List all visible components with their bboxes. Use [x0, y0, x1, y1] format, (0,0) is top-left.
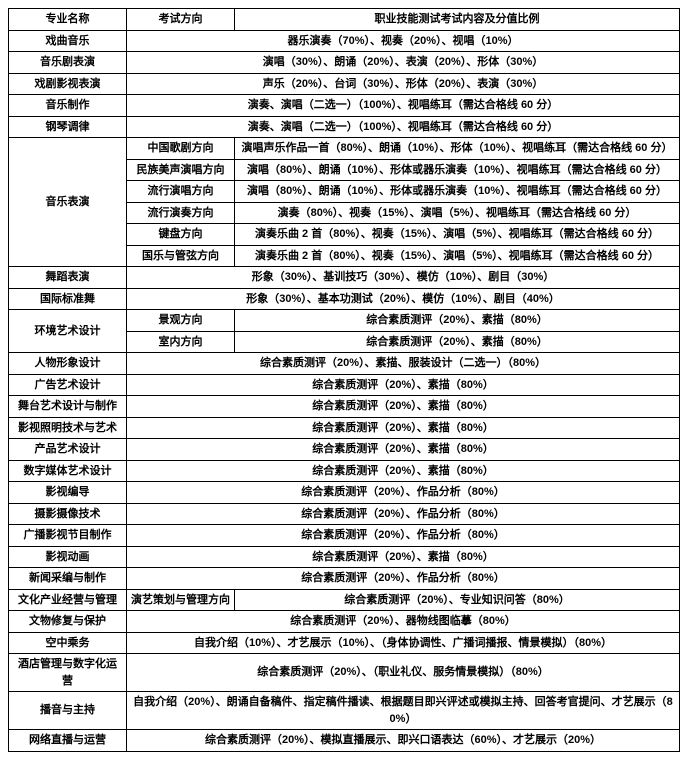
cell-content: 声乐（20%）、台词（30%）、形体（20%）、表演（30%） [127, 73, 680, 95]
table-row: 影视编导综合素质测评（20%）、作品分析（80%） [9, 482, 680, 504]
cell-direction: 民族美声演唱方向 [127, 159, 235, 181]
table-row: 戏剧影视表演声乐（20%）、台词（30%）、形体（20%）、表演（30%） [9, 73, 680, 95]
cell-major: 文物修复与保护 [9, 611, 127, 633]
table-row: 舞台艺术设计与制作综合素质测评（20%）、素描（80%） [9, 396, 680, 418]
table-row: 影视动画综合素质测评（20%）、素描（80%） [9, 546, 680, 568]
cell-content: 自我介绍（20%）、朗诵自备稿件、指定稿件播读、根据题目即兴评述或模拟主持、回答… [127, 692, 680, 730]
cell-content: 演唱（30%）、朗诵（20%）、表演（20%）、形体（30%） [127, 52, 680, 74]
header-major: 专业名称 [9, 9, 127, 31]
cell-major: 音乐表演 [9, 138, 127, 267]
table-row: 产品艺术设计综合素质测评（20%）、素描（80%） [9, 439, 680, 461]
table-row: 文物修复与保护综合素质测评（20%）、器物线图临摹（80%） [9, 611, 680, 633]
cell-content: 综合素质测评（20%）、作品分析（80%） [127, 525, 680, 547]
cell-major: 国际标准舞 [9, 288, 127, 310]
cell-direction: 演艺策划与管理方向 [127, 589, 235, 611]
cell-content: 演唱（80%）、朗诵（10%）、形体或器乐演奏（10%）、视唱练耳（需达合格线 … [235, 159, 680, 181]
table-row: 广播影视节目制作综合素质测评（20%）、作品分析（80%） [9, 525, 680, 547]
table-row: 舞蹈表演形象（30%）、基训技巧（30%）、模仿（10%）、剧目（30%） [9, 267, 680, 289]
cell-content: 器乐演奏（70%）、视奏（20%）、视唱（10%） [127, 30, 680, 52]
cell-content: 综合素质测评（20%）、素描（80%） [127, 374, 680, 396]
cell-content: 综合素质测评（20%）、专业知识问答（80%） [235, 589, 680, 611]
cell-content: 综合素质测评（20%）、素描（80%） [127, 546, 680, 568]
cell-content: 自我介绍（10%）、才艺展示（10%）、（身体协调性、广播词播报、情景模拟）（8… [127, 632, 680, 654]
cell-major: 数字媒体艺术设计 [9, 460, 127, 482]
table-row: 文化产业经营与管理演艺策划与管理方向综合素质测评（20%）、专业知识问答（80%… [9, 589, 680, 611]
table-row: 戏曲音乐器乐演奏（70%）、视奏（20%）、视唱（10%） [9, 30, 680, 52]
table-row: 环境艺术设计景观方向综合素质测评（20%）、素描（80%） [9, 310, 680, 332]
cell-major: 文化产业经营与管理 [9, 589, 127, 611]
cell-major: 新闻采编与制作 [9, 568, 127, 590]
cell-direction: 室内方向 [127, 331, 235, 353]
cell-major: 舞蹈表演 [9, 267, 127, 289]
cell-major: 钢琴调律 [9, 116, 127, 138]
table-row: 酒店管理与数字化运营综合素质测评（20%）、（职业礼仪、服务情景模拟）（80%） [9, 654, 680, 692]
table-row: 广告艺术设计综合素质测评（20%）、素描（80%） [9, 374, 680, 396]
cell-content: 综合素质测评（20%）、素描（80%） [127, 439, 680, 461]
cell-major: 人物形象设计 [9, 353, 127, 375]
cell-content: 演奏、演唱（二选一）（100%）、视唱练耳（需达合格线 60 分） [127, 95, 680, 117]
cell-major: 摄影摄像技术 [9, 503, 127, 525]
table-row: 网络直播与运营综合素质测评（20%）、模拟直播展示、即兴口语表达（60%）、才艺… [9, 730, 680, 752]
cell-major: 广播影视节目制作 [9, 525, 127, 547]
table-row: 音乐剧表演演唱（30%）、朗诵（20%）、表演（20%）、形体（30%） [9, 52, 680, 74]
cell-content: 形象（30%）、基本功测试（20%）、模仿（10%）、剧目（40%） [127, 288, 680, 310]
cell-major: 广告艺术设计 [9, 374, 127, 396]
table-row: 影视照明技术与艺术综合素质测评（20%）、素描（80%） [9, 417, 680, 439]
cell-content: 综合素质测评（20%）、模拟直播展示、即兴口语表达（60%）、才艺展示（20%） [127, 730, 680, 752]
cell-major: 音乐制作 [9, 95, 127, 117]
cell-content: 演奏乐曲 2 首（80%）、视奏（15%）、演唱（5%）、视唱练耳（需达合格线 … [235, 224, 680, 246]
table-row: 空中乘务自我介绍（10%）、才艺展示（10%）、（身体协调性、广播词播报、情景模… [9, 632, 680, 654]
table-row: 国际标准舞形象（30%）、基本功测试（20%）、模仿（10%）、剧目（40%） [9, 288, 680, 310]
table-row: 播音与主持自我介绍（20%）、朗诵自备稿件、指定稿件播读、根据题目即兴评述或模拟… [9, 692, 680, 730]
table-row: 摄影摄像技术综合素质测评（20%）、作品分析（80%） [9, 503, 680, 525]
cell-major: 影视照明技术与艺术 [9, 417, 127, 439]
cell-content: 综合素质测评（20%）、作品分析（80%） [127, 568, 680, 590]
cell-major: 音乐剧表演 [9, 52, 127, 74]
table-row: 音乐表演中国歌剧方向演唱声乐作品一首（80%）、朗诵（10%）、形体（10%）、… [9, 138, 680, 160]
exam-table: 专业名称考试方向职业技能测试考试内容及分值比例戏曲音乐器乐演奏（70%）、视奏（… [8, 8, 680, 752]
cell-major: 影视动画 [9, 546, 127, 568]
cell-direction: 景观方向 [127, 310, 235, 332]
header-direction: 考试方向 [127, 9, 235, 31]
cell-major: 环境艺术设计 [9, 310, 127, 353]
cell-major: 戏剧影视表演 [9, 73, 127, 95]
cell-content: 演唱（80%）、朗诵（10%）、形体或器乐演奏（10%）、视唱练耳（需达合格线 … [235, 181, 680, 203]
cell-major: 播音与主持 [9, 692, 127, 730]
table-row: 人物形象设计综合素质测评（20%）、素描、服装设计（二选一）（80%） [9, 353, 680, 375]
cell-major: 产品艺术设计 [9, 439, 127, 461]
header-content: 职业技能测试考试内容及分值比例 [235, 9, 680, 31]
cell-major: 戏曲音乐 [9, 30, 127, 52]
cell-direction: 键盘方向 [127, 224, 235, 246]
cell-major: 空中乘务 [9, 632, 127, 654]
cell-content: 演奏乐曲 2 首（80%）、视奏（15%）、演唱（5%）、视唱练耳（需达合格线 … [235, 245, 680, 267]
cell-content: 形象（30%）、基训技巧（30%）、模仿（10%）、剧目（30%） [127, 267, 680, 289]
cell-content: 综合素质测评（20%）、素描（80%） [235, 310, 680, 332]
cell-content: 演奏（80%）、视奏（15%）、演唱（5%）、视唱练耳（需达合格线 60 分） [235, 202, 680, 224]
cell-direction: 国乐与管弦方向 [127, 245, 235, 267]
cell-content: 演唱声乐作品一首（80%）、朗诵（10%）、形体（10%）、视唱练耳（需达合格线… [235, 138, 680, 160]
cell-major: 影视编导 [9, 482, 127, 504]
cell-content: 综合素质测评（20%）、素描（80%） [127, 460, 680, 482]
cell-content: 综合素质测评（20%）、作品分析（80%） [127, 503, 680, 525]
cell-content: 综合素质测评（20%）、作品分析（80%） [127, 482, 680, 504]
cell-direction: 流行演唱方向 [127, 181, 235, 203]
cell-content: 综合素质测评（20%）、（职业礼仪、服务情景模拟）（80%） [127, 654, 680, 692]
table-row: 音乐制作演奏、演唱（二选一）（100%）、视唱练耳（需达合格线 60 分） [9, 95, 680, 117]
table-row: 钢琴调律演奏、演唱（二选一）（100%）、视唱练耳（需达合格线 60 分） [9, 116, 680, 138]
cell-content: 综合素质测评（20%）、素描（80%） [235, 331, 680, 353]
cell-content: 综合素质测评（20%）、素描（80%） [127, 417, 680, 439]
cell-content: 演奏、演唱（二选一）（100%）、视唱练耳（需达合格线 60 分） [127, 116, 680, 138]
cell-content: 综合素质测评（20%）、素描、服装设计（二选一）（80%） [127, 353, 680, 375]
table-row: 新闻采编与制作综合素质测评（20%）、作品分析（80%） [9, 568, 680, 590]
cell-direction: 中国歌剧方向 [127, 138, 235, 160]
header-row: 专业名称考试方向职业技能测试考试内容及分值比例 [9, 9, 680, 31]
cell-content: 综合素质测评（20%）、素描（80%） [127, 396, 680, 418]
cell-content: 综合素质测评（20%）、器物线图临摹（80%） [127, 611, 680, 633]
table-row: 数字媒体艺术设计综合素质测评（20%）、素描（80%） [9, 460, 680, 482]
cell-direction: 流行演奏方向 [127, 202, 235, 224]
cell-major: 舞台艺术设计与制作 [9, 396, 127, 418]
cell-major: 网络直播与运营 [9, 730, 127, 752]
cell-major: 酒店管理与数字化运营 [9, 654, 127, 692]
